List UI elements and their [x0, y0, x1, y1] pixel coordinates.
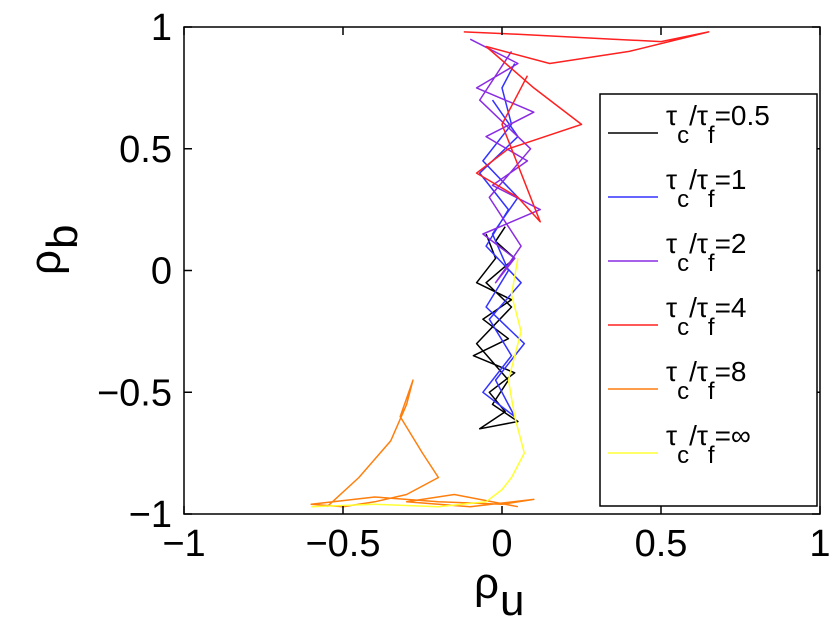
y-tick-label: −1 [129, 494, 172, 536]
legend-label: τc/τf=8 [666, 356, 747, 405]
legend-label: τc/τf=2 [666, 228, 747, 277]
x-axis-label: ρ u [474, 559, 524, 625]
legend-label: τc/τf=4 [666, 292, 747, 341]
legend-label: τc/τf=1 [666, 164, 747, 213]
legend-entry: τc/τf=8 [608, 356, 747, 405]
x-axis-label-base: ρ [474, 559, 499, 608]
x-tick-label: 0 [491, 523, 512, 565]
x-tick-label: −0.5 [305, 523, 380, 565]
series-line-5 [311, 258, 526, 508]
legend-entry: τc/τf=0.5 [608, 100, 770, 149]
series-line-3 [463, 31, 710, 223]
legend-entry: τc/τf=1 [608, 164, 747, 213]
legend-box [599, 93, 818, 507]
legend-entry: τc/τf=4 [608, 292, 747, 341]
x-axis-label-sub: u [500, 576, 524, 625]
x-tick-label: −1 [162, 523, 205, 565]
y-axis-label-sub: b [38, 225, 87, 249]
y-tick-label: 1 [151, 7, 172, 49]
tick-layer: −1 −0.5 0 0.5 1 −1 −0.5 0 0.5 1 [97, 7, 830, 565]
y-tick-label: 0 [151, 251, 172, 293]
y-axis-label-base: ρ [21, 250, 70, 275]
legend-entries: τc/τf=0.5 τc/τf=1 τc/τf=2 τc/τf=4 τc/τf=8 τc/… [608, 100, 770, 469]
legend-label: τc/τf=0.5 [666, 100, 770, 149]
y-axis-label: ρ b [21, 225, 87, 275]
x-tick-label: 1 [809, 523, 830, 565]
legend-label: τc/τf=∞ [666, 420, 751, 469]
x-tick-label: 0.5 [635, 523, 688, 565]
legend-entry: τc/τf=2 [608, 228, 747, 277]
series-layer [310, 31, 710, 508]
series-line-1 [478, 63, 526, 418]
series-line-0 [472, 226, 519, 430]
legend: τc/τf=0.5 τc/τf=1 τc/τf=2 τc/τf=4 τc/τf=8 τc/… [599, 93, 818, 507]
y-tick-label: 0.5 [119, 129, 172, 171]
y-tick-label: −0.5 [97, 372, 172, 414]
legend-entry: τc/τf=∞ [608, 420, 751, 469]
series-line-2 [469, 38, 541, 284]
